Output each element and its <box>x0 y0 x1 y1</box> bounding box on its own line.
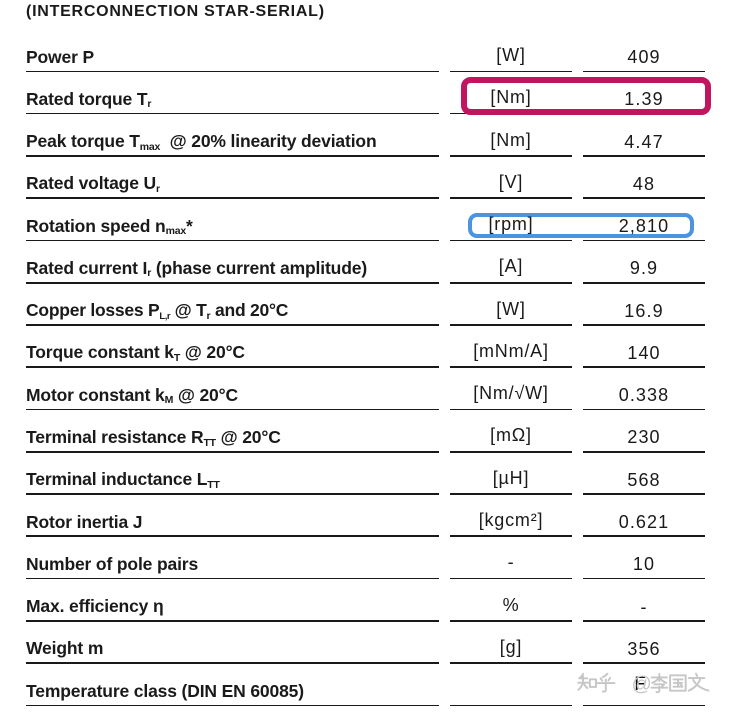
svg-text:@: @ <box>632 674 652 696</box>
